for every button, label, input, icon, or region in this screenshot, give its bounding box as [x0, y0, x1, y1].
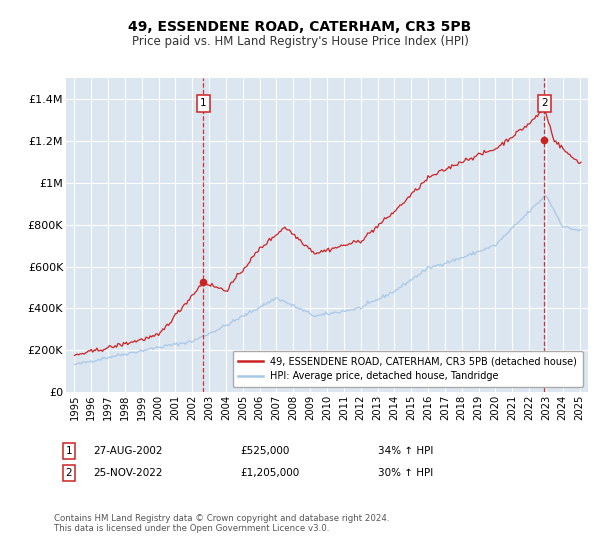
Text: £525,000: £525,000 [240, 446, 289, 456]
Text: 1: 1 [200, 99, 206, 109]
Text: 2: 2 [541, 99, 548, 109]
Text: 34% ↑ HPI: 34% ↑ HPI [378, 446, 433, 456]
Text: 49, ESSENDENE ROAD, CATERHAM, CR3 5PB: 49, ESSENDENE ROAD, CATERHAM, CR3 5PB [128, 20, 472, 34]
Text: 25-NOV-2022: 25-NOV-2022 [93, 468, 163, 478]
Text: £1,205,000: £1,205,000 [240, 468, 299, 478]
Text: Contains HM Land Registry data © Crown copyright and database right 2024.
This d: Contains HM Land Registry data © Crown c… [54, 514, 389, 533]
Legend: 49, ESSENDENE ROAD, CATERHAM, CR3 5PB (detached house), HPI: Average price, deta: 49, ESSENDENE ROAD, CATERHAM, CR3 5PB (d… [233, 351, 583, 387]
Text: Price paid vs. HM Land Registry's House Price Index (HPI): Price paid vs. HM Land Registry's House … [131, 35, 469, 48]
Text: 27-AUG-2002: 27-AUG-2002 [93, 446, 163, 456]
Text: 30% ↑ HPI: 30% ↑ HPI [378, 468, 433, 478]
Text: 1: 1 [65, 446, 73, 456]
Text: 2: 2 [65, 468, 73, 478]
